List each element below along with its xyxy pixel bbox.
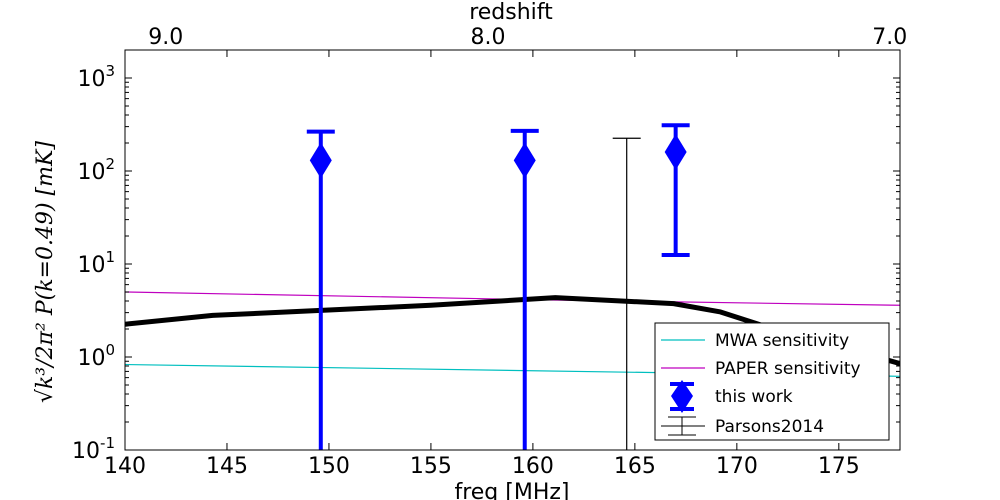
model-curve-line	[125, 295, 900, 366]
legend-this-work-label: this work	[715, 387, 793, 407]
y-tick-label: 100	[77, 341, 115, 371]
y-axis-label: √k³/2π² P(k=0.49) [mK]	[33, 141, 58, 403]
x-tick-label: 140	[104, 454, 146, 479]
x-tick-label: 145	[206, 454, 248, 479]
error-bars	[306, 123, 690, 450]
legend-this-work-swatch	[670, 380, 694, 413]
plot-frame	[124, 49, 901, 451]
this-work-marker	[309, 142, 332, 179]
top-axis: 9.0 8.0 7.0	[148, 25, 907, 50]
x-tick-label: 165	[614, 454, 656, 479]
x-tick-label: 155	[410, 454, 452, 479]
this-work-marker	[664, 134, 687, 171]
x-axis: 140 145 150 155 160 165 170 175	[104, 50, 860, 479]
y-tick-label: 101	[77, 248, 115, 278]
legend-paper-label: PAPER sensitivity	[715, 359, 861, 379]
x-tick-label: 150	[308, 454, 350, 479]
x-tick-label: 175	[818, 454, 860, 479]
top-tick-label: 8.0	[471, 25, 506, 50]
x-tick-label: 160	[512, 454, 554, 479]
x-tick-label: 170	[716, 454, 758, 479]
y-tick-label: 103	[77, 62, 115, 92]
top-tick-label: 9.0	[148, 25, 183, 50]
y-axis: 10-1 100 101 102 103	[72, 62, 900, 464]
y-tick-label: 102	[77, 155, 115, 185]
y-tick-label: 10-1	[72, 434, 115, 464]
legend-box	[654, 322, 890, 441]
legend-parsons-label: Parsons2014	[715, 417, 824, 437]
this-work-marker	[513, 142, 536, 179]
top-axis-label: redshift	[469, 0, 553, 25]
legend: MWA sensitivity PAPER sensitivity this w…	[654, 322, 890, 441]
x-axis-label: freq [MHz]	[454, 480, 569, 500]
legend-parsons-swatch	[661, 416, 705, 436]
top-tick-label: 7.0	[872, 25, 907, 50]
legend-mwa-label: MWA sensitivity	[715, 331, 849, 351]
